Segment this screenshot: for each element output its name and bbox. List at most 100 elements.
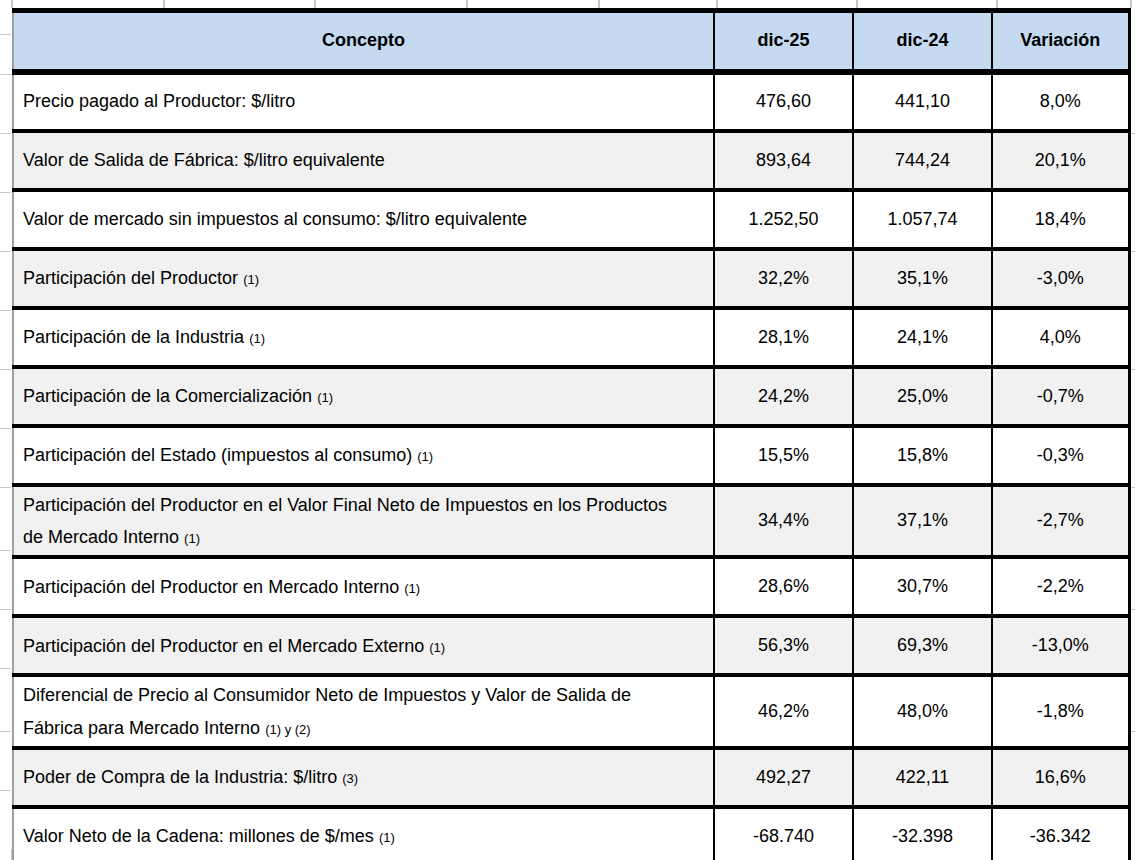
row-label: Participación del Estado (impuestos al c… (23, 445, 412, 465)
cell-dic25[interactable]: 893,64 (714, 131, 853, 190)
cell-variacion[interactable]: -13,0% (992, 616, 1129, 675)
cell-dic25[interactable]: -68.740 (714, 807, 853, 860)
cell-label[interactable]: Precio pagado al Productor: $/litro (13, 72, 714, 131)
gridline (0, 790, 11, 791)
table-row: Participación del Estado (impuestos al c… (13, 426, 1129, 485)
cell-label[interactable]: Participación del Estado (impuestos al c… (13, 426, 714, 485)
col-header-concepto[interactable]: Concepto (13, 11, 714, 72)
row-label: Valor de Salida de Fábrica: $/litro equi… (23, 150, 385, 170)
cell-variacion[interactable]: -0,7% (992, 367, 1129, 426)
cell-dic24[interactable]: 48,0% (853, 675, 992, 748)
cell-label[interactable]: Participación del Productor en Mercado I… (13, 557, 714, 616)
cell-dic25[interactable]: 1.252,50 (714, 190, 853, 249)
gridline (598, 0, 600, 8)
gridline (0, 251, 11, 252)
cell-dic24[interactable]: 69,3% (853, 616, 992, 675)
cell-variacion[interactable]: -2,7% (992, 485, 1129, 558)
cell-dic25[interactable]: 24,2% (714, 367, 853, 426)
gridline (314, 0, 316, 8)
cell-label[interactable]: Valor Neto de la Cadena: millones de $/m… (13, 807, 714, 860)
gridline (0, 310, 11, 311)
cell-variacion[interactable]: -2,2% (992, 557, 1129, 616)
row-label: Participación de la Industria (23, 327, 244, 347)
gridline (0, 74, 11, 75)
table-row: Participación del Productor en Mercado I… (13, 557, 1129, 616)
cell-label[interactable]: Participación de la Industria (1) (13, 308, 714, 367)
header-row: Concepto dic-25 dic-24 Variación (13, 11, 1129, 72)
gridline (163, 0, 165, 8)
table-row: Participación del Productor en el Mercad… (13, 616, 1129, 675)
table-row: Precio pagado al Productor: $/litro 476,… (13, 72, 1129, 131)
cell-dic25[interactable]: 32,2% (714, 249, 853, 308)
cell-variacion[interactable]: 16,6% (992, 748, 1129, 807)
gridline (0, 731, 11, 732)
col-header-dic24[interactable]: dic-24 (853, 11, 992, 72)
cell-variacion[interactable]: -36.342 (992, 807, 1129, 860)
gridline (466, 0, 468, 8)
footnote-marker: (1) (243, 272, 259, 287)
row-label: Participación de la Comercialización (23, 386, 312, 406)
cell-label[interactable]: Valor de mercado sin impuestos al consum… (13, 190, 714, 249)
table-row: Valor de mercado sin impuestos al consum… (13, 190, 1129, 249)
cell-dic25[interactable]: 46,2% (714, 675, 853, 748)
row-label: Valor de mercado sin impuestos al consum… (23, 209, 527, 229)
cell-variacion[interactable]: -0,3% (992, 426, 1129, 485)
table-row: Poder de Compra de la Industria: $/litro… (13, 748, 1129, 807)
gridline (1131, 487, 1135, 488)
footnote-marker: (1) (184, 531, 200, 546)
gridline (716, 0, 718, 8)
cell-dic24[interactable]: -32.398 (853, 807, 992, 860)
cell-dic25[interactable]: 492,27 (714, 748, 853, 807)
col-header-dic25[interactable]: dic-25 (714, 11, 853, 72)
footnote-marker: (1) (404, 581, 420, 596)
cell-dic24[interactable]: 30,7% (853, 557, 992, 616)
cell-dic24[interactable]: 422,11 (853, 748, 992, 807)
cell-variacion[interactable]: 4,0% (992, 308, 1129, 367)
footnote-marker: (1) y (2) (265, 722, 311, 737)
cell-dic25[interactable]: 28,1% (714, 308, 853, 367)
gridline (1131, 609, 1135, 610)
cell-dic24[interactable]: 35,1% (853, 249, 992, 308)
cell-variacion[interactable]: 8,0% (992, 72, 1129, 131)
cell-label[interactable]: Participación del Productor (1) (13, 249, 714, 308)
gridline (0, 192, 11, 193)
gridline (1131, 133, 1135, 134)
cell-label[interactable]: Participación del Productor en el Valor … (13, 485, 714, 558)
cell-dic25[interactable]: 476,60 (714, 72, 853, 131)
gridline (0, 487, 11, 488)
table-row: Valor de Salida de Fábrica: $/litro equi… (13, 131, 1129, 190)
cell-variacion[interactable]: -3,0% (992, 249, 1129, 308)
cell-dic24[interactable]: 24,1% (853, 308, 992, 367)
row-label: Precio pagado al Productor: $/litro (23, 91, 295, 111)
cell-label[interactable]: Valor de Salida de Fábrica: $/litro equi… (13, 131, 714, 190)
cell-label[interactable]: Participación del Productor en el Mercad… (13, 616, 714, 675)
gridline (0, 609, 11, 610)
gridline (1131, 369, 1135, 370)
footnote-marker: (1) (429, 640, 445, 655)
cell-dic25[interactable]: 56,3% (714, 616, 853, 675)
footnote-marker: (3) (342, 771, 358, 786)
cell-variacion[interactable]: 20,1% (992, 131, 1129, 190)
cell-dic24[interactable]: 744,24 (853, 131, 992, 190)
gridline (996, 0, 998, 8)
table-row: Participación del Productor en el Valor … (13, 485, 1129, 558)
row-label: Participación del Productor (23, 268, 238, 288)
cell-dic24[interactable]: 441,10 (853, 72, 992, 131)
cell-dic24[interactable]: 37,1% (853, 485, 992, 558)
cell-dic24[interactable]: 25,0% (853, 367, 992, 426)
cell-dic25[interactable]: 28,6% (714, 557, 853, 616)
cell-label[interactable]: Poder de Compra de la Industria: $/litro… (13, 748, 714, 807)
row-label: Participación del Productor en Mercado I… (23, 577, 399, 597)
gridline (0, 369, 11, 370)
cell-dic25[interactable]: 15,5% (714, 426, 853, 485)
cell-variacion[interactable]: -1,8% (992, 675, 1129, 748)
col-header-variacion[interactable]: Variación (992, 11, 1129, 72)
row-label: Participación del Productor en el Mercad… (23, 636, 424, 656)
cell-dic24[interactable]: 1.057,74 (853, 190, 992, 249)
cell-variacion[interactable]: 18,4% (992, 190, 1129, 249)
cell-dic24[interactable]: 15,8% (853, 426, 992, 485)
gridline (0, 428, 11, 429)
cell-label[interactable]: Participación de la Comercialización (1) (13, 367, 714, 426)
cell-dic25[interactable]: 34,4% (714, 485, 853, 558)
cell-label[interactable]: Diferencial de Precio al Consumidor Neto… (13, 675, 714, 748)
